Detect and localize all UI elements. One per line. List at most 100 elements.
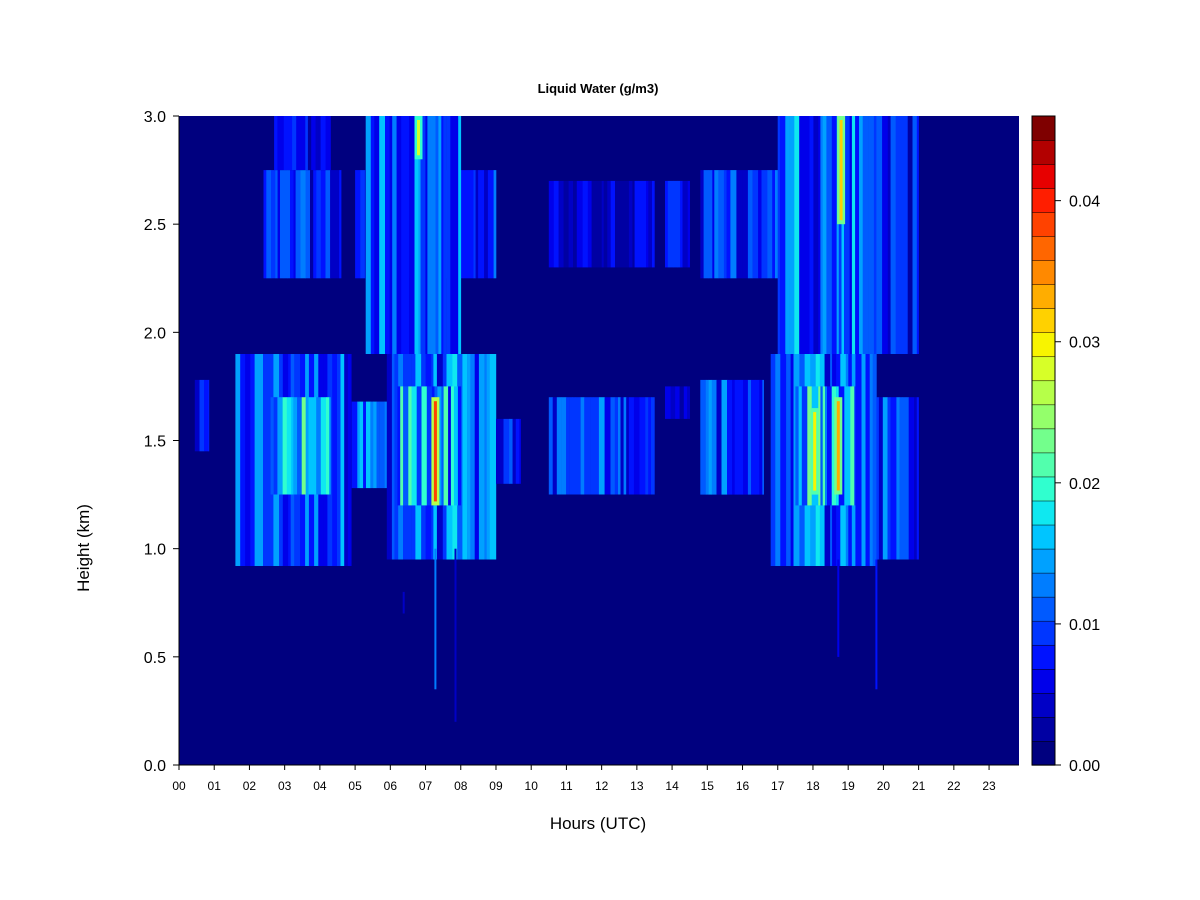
cloud-strip: [411, 386, 417, 506]
streak: [837, 559, 840, 657]
cloud-band: [397, 386, 462, 506]
cloud-band: [795, 386, 856, 506]
cloud-strip: [339, 170, 342, 279]
streak: [402, 591, 405, 614]
colorbar-segment: [1031, 332, 1056, 358]
cloud-strip: [767, 170, 773, 279]
cloud-strip: [458, 116, 462, 354]
x-tick-label: 00: [172, 779, 186, 793]
cloud-strip: [598, 397, 605, 495]
cloud-strip: [747, 379, 752, 495]
cloud-strip: [290, 170, 294, 279]
cloud-strip: [651, 397, 655, 495]
cloud-strip: [730, 170, 737, 279]
cloud-strip: [652, 180, 655, 268]
cloud-strip: [587, 180, 592, 268]
cloud-strip: [496, 418, 502, 484]
x-tick-label: 22: [947, 779, 961, 793]
cloud-strip: [250, 354, 255, 566]
cloud-strip: [446, 116, 451, 354]
cloud-strip: [320, 397, 327, 495]
cloud-band: [263, 170, 342, 279]
cloud-strip: [795, 386, 799, 506]
cloud-strip: [872, 354, 877, 566]
x-axis: 00 01 02 03 04 05 06 07 08 09 10 11 12 13 14 15 16 17 18 19…: [172, 764, 1019, 793]
cloud-strip: [329, 397, 331, 495]
cloud-strip: [628, 180, 633, 268]
cloud-strip: [849, 116, 853, 354]
cloud-strip: [457, 386, 462, 506]
cloud-strip: [854, 386, 856, 506]
x-tick-label: 08: [454, 779, 468, 793]
y-tick-label: 0.5: [144, 650, 166, 667]
cloud-strip: [386, 354, 393, 560]
streak: [454, 548, 457, 722]
colorbar-tick-label: 0.03: [1069, 335, 1100, 352]
cloud-strip: [878, 397, 884, 560]
cloud-strip: [467, 354, 471, 560]
cloud-strip: [836, 116, 840, 354]
cloud-strip: [614, 397, 619, 495]
cloud-strip: [775, 354, 781, 566]
cloud-strip: [626, 397, 630, 495]
x-tick-label: 04: [313, 779, 327, 793]
cloud-strip: [365, 116, 372, 354]
cloud-strip: [711, 379, 717, 495]
cloud-strip: [280, 116, 285, 171]
cloud-strip: [552, 397, 558, 495]
cloud-strip: [295, 170, 301, 279]
colorbar-segment: [1031, 668, 1056, 694]
cloud-strip: [861, 354, 866, 566]
cloud-strip: [240, 354, 246, 566]
colorbar-segment: [1031, 115, 1056, 141]
cloud-band: [274, 116, 331, 171]
x-tick-label: 21: [912, 779, 926, 793]
cloud-strip: [743, 379, 749, 495]
cloud-strip: [887, 397, 891, 560]
cloud-strip: [347, 354, 352, 566]
cloud-strip: [633, 397, 640, 495]
chart-title: Liquid Water (g/m3): [538, 81, 659, 96]
cloud-strip: [235, 354, 241, 566]
cloud-strip: [813, 116, 819, 354]
cloud-strip: [286, 116, 293, 171]
x-tick-label: 12: [595, 779, 609, 793]
cloud-strip: [890, 116, 896, 354]
cloud-strip: [648, 180, 653, 268]
colorbar-segment: [1031, 524, 1056, 550]
cloud-strip: [401, 116, 405, 354]
x-tick-label: 07: [419, 779, 433, 793]
cloud-strip: [355, 170, 361, 279]
cloud-strip: [406, 116, 410, 354]
cloud-strip: [705, 379, 709, 495]
cloud-strip: [394, 354, 399, 560]
y-tick-label: 2.5: [144, 217, 166, 234]
cloud-strip: [887, 116, 891, 354]
cloud-strip: [263, 354, 266, 566]
cloud-strip: [297, 397, 303, 495]
cloud-strip: [639, 397, 646, 495]
peak: [414, 116, 423, 160]
cloud-strip: [301, 116, 306, 171]
cloud-strip: [478, 354, 485, 560]
cloud-strip: [320, 170, 326, 279]
cloud-strip: [809, 116, 814, 354]
cloud-strip: [790, 354, 794, 566]
cloud-strip: [851, 116, 856, 354]
cloud-strip: [727, 379, 733, 495]
cloud-strip: [435, 116, 439, 354]
colorbar-segment: [1031, 356, 1056, 382]
cloud-band: [665, 386, 690, 419]
cloud-strip: [876, 397, 880, 560]
cloud-strip: [827, 386, 832, 506]
cloud-strip: [463, 170, 469, 279]
cloud-strip: [563, 180, 569, 268]
cloud-strip: [556, 397, 562, 495]
cloud-strip: [293, 397, 298, 495]
cloud-strip: [316, 170, 322, 279]
cloud-strip: [558, 180, 564, 268]
cloud-strip: [907, 116, 913, 354]
x-tick-label: 14: [665, 779, 679, 793]
cloud-strip: [334, 170, 340, 279]
cloud-strip: [408, 386, 412, 506]
